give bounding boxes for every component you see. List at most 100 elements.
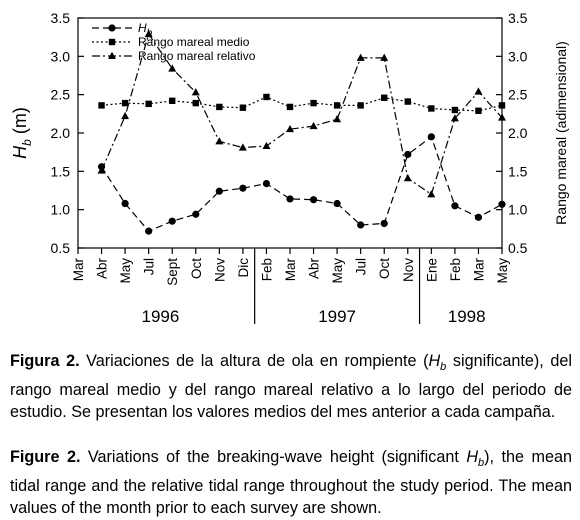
- point-rango-relativo: [238, 143, 247, 151]
- point-rango-relativo: [191, 88, 200, 96]
- x-tick-label: Abr: [95, 258, 110, 280]
- caption-es-text-2: significante), del rango mareal medio y …: [10, 352, 572, 422]
- y-left-tick-label: 2.5: [51, 87, 71, 103]
- series-layer: [97, 29, 506, 235]
- y-left-axis-title: Hb (m): [10, 107, 34, 159]
- point-hb: [380, 219, 388, 228]
- y-right-tick-label: 3.5: [508, 10, 528, 26]
- chart-frame: [77, 17, 503, 324]
- y-right-tick-label: 1.0: [508, 202, 528, 218]
- legend-label-hb-main: H: [138, 21, 147, 35]
- caption-es-text-1: Variaciones de la altura de ola en rompi…: [79, 352, 429, 370]
- x-tick-label: Mar: [71, 257, 86, 281]
- series-line-hb: [101, 135, 503, 232]
- point-hb: [498, 200, 506, 208]
- y-left-tick-label: 1.0: [51, 202, 71, 218]
- legend-marker-rango-relativo: [108, 51, 116, 59]
- caption-es-symbol: Hb: [428, 352, 446, 373]
- point-hb: [262, 180, 271, 188]
- point-rango-medio: [263, 93, 270, 101]
- point-rango-relativo: [450, 114, 459, 122]
- x-tick-label: Dic: [236, 258, 251, 278]
- caption-spanish: Figura 2. Variaciones de la altura de ol…: [10, 350, 572, 424]
- point-hb: [121, 199, 129, 208]
- point-rango-relativo: [262, 141, 271, 150]
- legend-marker-hb: [108, 24, 116, 32]
- point-hb: [145, 227, 153, 235]
- point-rango-medio: [310, 99, 317, 107]
- y-left-axis-title-unit: (m): [10, 107, 30, 139]
- point-rango-medio: [357, 102, 364, 109]
- y-right-tick-label: 2.5: [508, 87, 528, 103]
- point-rango-relativo: [356, 53, 365, 61]
- y-left-axis-title-h: H: [10, 145, 30, 159]
- caption-english: Figure 2. Variations of the breaking-wav…: [10, 446, 572, 520]
- legend-label-rango-medio: Rango mareal medio: [138, 35, 250, 49]
- x-tick-label: Mar: [471, 257, 486, 281]
- x-tick-label: Oct: [377, 258, 392, 279]
- axis-labels: 0.5 1.0 1.5 2.0 2.5 3.0 3.5 0.5 1.0 1.5 2.0 2.5 3.0 3…: [10, 10, 569, 326]
- point-hb: [404, 150, 412, 159]
- caption-en-symbol-sub: b: [478, 457, 485, 470]
- point-rango-relativo: [498, 113, 506, 121]
- point-rango-medio: [333, 102, 341, 109]
- point-rango-medio: [169, 97, 176, 104]
- y-right-tick-label: 1.5: [508, 163, 528, 179]
- point-hb: [215, 187, 223, 195]
- point-rango-relativo: [427, 190, 436, 198]
- point-rango-relativo: [333, 115, 342, 123]
- x-tick-label: Nov: [401, 258, 416, 282]
- x-tick-label: Mar: [283, 257, 298, 281]
- x-tick-label: Ene: [424, 258, 439, 282]
- point-rango-medio: [121, 99, 129, 107]
- point-rango-relativo: [121, 111, 130, 120]
- point-hb: [451, 202, 459, 210]
- point-rango-relativo: [286, 124, 294, 133]
- x-tick-label: May: [118, 258, 133, 284]
- point-rango-medio: [286, 103, 294, 111]
- point-hb: [333, 199, 341, 208]
- point-rango-relativo: [309, 121, 318, 130]
- point-rango-medio: [239, 104, 247, 111]
- series-line-rango-relativo: [101, 32, 503, 196]
- legend-label-hb: Hb: [138, 21, 153, 39]
- point-rango-relativo: [380, 53, 389, 61]
- caption-en-text-1: Variations of the breaking-wave height (…: [80, 448, 467, 466]
- y-left-tick-label: 2.0: [51, 125, 71, 141]
- point-hb: [239, 184, 247, 192]
- x-tick-label: May: [330, 258, 345, 284]
- caption-es-symbol-h: H: [428, 352, 441, 370]
- y-right-tick-label: 2.0: [508, 125, 528, 141]
- point-rango-medio: [428, 105, 435, 112]
- point-rango-relativo: [144, 29, 153, 38]
- point-rango-medio: [192, 99, 199, 107]
- legend-label-hb-sub: b: [147, 28, 153, 39]
- series-line-rango-medio: [101, 96, 503, 112]
- point-hb: [309, 196, 318, 204]
- y-left-tick-label: 0.5: [51, 240, 71, 256]
- x-tick-label: Abr: [307, 258, 322, 280]
- point-rango-relativo: [168, 64, 177, 72]
- point-rango-medio: [451, 106, 459, 114]
- x-tick-label: Sept: [165, 258, 180, 286]
- point-rango-relativo: [474, 87, 483, 95]
- point-rango-medio: [145, 100, 152, 108]
- y-right-tick-label: 3.0: [508, 48, 528, 64]
- y-left-tick-label: 1.5: [51, 163, 71, 179]
- point-rango-medio: [381, 94, 388, 101]
- point-rango-medio: [475, 107, 482, 114]
- point-rango-relativo: [403, 174, 412, 182]
- point-hb: [192, 210, 200, 218]
- point-rango-relativo: [215, 137, 224, 145]
- point-rango-medio: [498, 102, 506, 109]
- point-hb: [474, 213, 483, 221]
- point-hb: [168, 217, 176, 225]
- x-tick-label: Feb: [448, 258, 463, 281]
- caption-es-label: Figura 2.: [10, 352, 80, 370]
- y-left-tick-label: 3.5: [51, 10, 71, 26]
- caption-en-text-2: ), the mean tidal range and the relative…: [10, 448, 572, 518]
- x-tick-label: May: [495, 258, 510, 284]
- x-tick-label: Oct: [189, 258, 204, 279]
- x-tick-label: Feb: [259, 258, 274, 281]
